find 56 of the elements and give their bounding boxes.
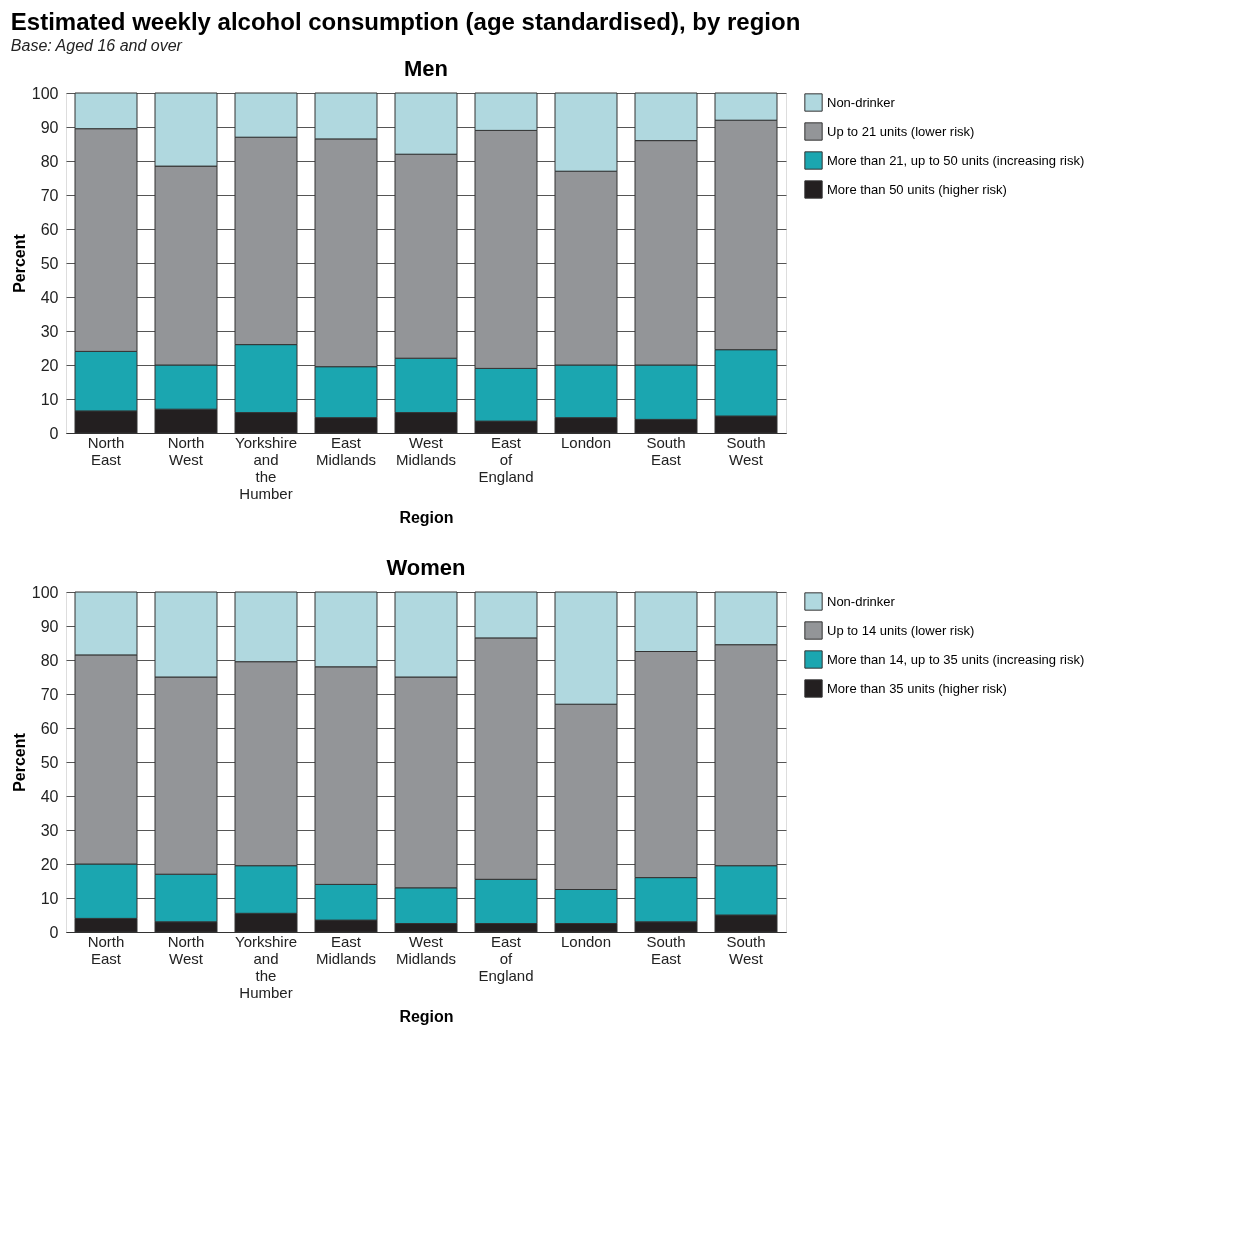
x-tick-label: East Midlands (315, 932, 377, 967)
y-tick-label: 70 (40, 186, 59, 204)
x-tick-label: West Midlands (395, 433, 457, 468)
x-tick-label: West Midlands (395, 932, 457, 967)
y-tick-label: 100 (31, 84, 59, 102)
y-tick-label: 50 (40, 254, 59, 272)
y-tick-label: 20 (40, 356, 59, 374)
y-tick-label: 60 (40, 220, 59, 238)
x-tick-label: Yorkshire and the Humber (235, 433, 297, 502)
x-tick-label: London (560, 932, 612, 950)
x-tick-label: South East (646, 433, 686, 468)
y-tick-label: 40 (40, 288, 59, 306)
x-tick-label: North East (87, 932, 125, 967)
y-tick-label: 30 (40, 821, 59, 839)
y-tick-label: 50 (40, 753, 59, 771)
x-axis-title: Region (399, 1007, 454, 1025)
y-tick-label: 40 (40, 787, 59, 805)
y-tick-label: 100 (31, 583, 59, 601)
x-tick-label: South East (646, 932, 686, 967)
x-tick-label: East of England (478, 433, 534, 485)
y-tick-label: 90 (40, 118, 59, 136)
x-axis-title: Region (399, 508, 454, 526)
y-tick-label: 60 (40, 719, 59, 737)
chart-title: Women (386, 555, 466, 580)
legend-label: More than 50 units (higher risk) (827, 181, 1007, 197)
y-tick-label: 10 (40, 390, 59, 408)
legend-label: More than 14, up to 35 units (increasing risk) (827, 651, 1085, 667)
x-tick-label: East of England (478, 932, 534, 984)
y-tick-label: 20 (40, 855, 59, 873)
y-axis-title: Percent (10, 732, 28, 792)
y-tick-label: 70 (40, 685, 59, 703)
x-tick-label: North West (167, 433, 205, 468)
text: Estimated weekly alcohol consumption (age standardised), by region (10, 7, 801, 35)
x-tick-label: East Midlands (315, 433, 377, 468)
x-tick-label: North West (167, 932, 205, 967)
y-tick-label: 30 (40, 322, 59, 340)
y-tick-label: 80 (40, 651, 59, 669)
y-axis-title: Percent (10, 233, 28, 293)
legend-label: Up to 14 units (lower risk) (827, 622, 975, 638)
legend-label: Non-drinker (827, 94, 896, 110)
legend-label: Up to 21 units (lower risk) (827, 123, 975, 139)
y-tick-label: 10 (40, 889, 59, 907)
y-tick-label: 80 (40, 152, 59, 170)
x-tick-label: London (560, 433, 612, 451)
legend-label: Non-drinker (827, 593, 896, 609)
chart-title: Men (404, 56, 448, 81)
legend-label: More than 35 units (higher risk) (827, 680, 1007, 696)
x-tick-label: Yorkshire and the Humber (235, 932, 297, 1001)
y-tick-label: 0 (49, 424, 59, 442)
text: Base: Aged 16 and over (10, 36, 183, 54)
y-tick-label: 90 (40, 617, 59, 635)
legend-label: More than 21, up to 50 units (increasing risk) (827, 152, 1085, 168)
y-tick-label: 0 (49, 923, 59, 941)
x-tick-label: South West (726, 932, 766, 967)
x-tick-label: South West (726, 433, 766, 468)
x-tick-label: North East (87, 433, 125, 468)
